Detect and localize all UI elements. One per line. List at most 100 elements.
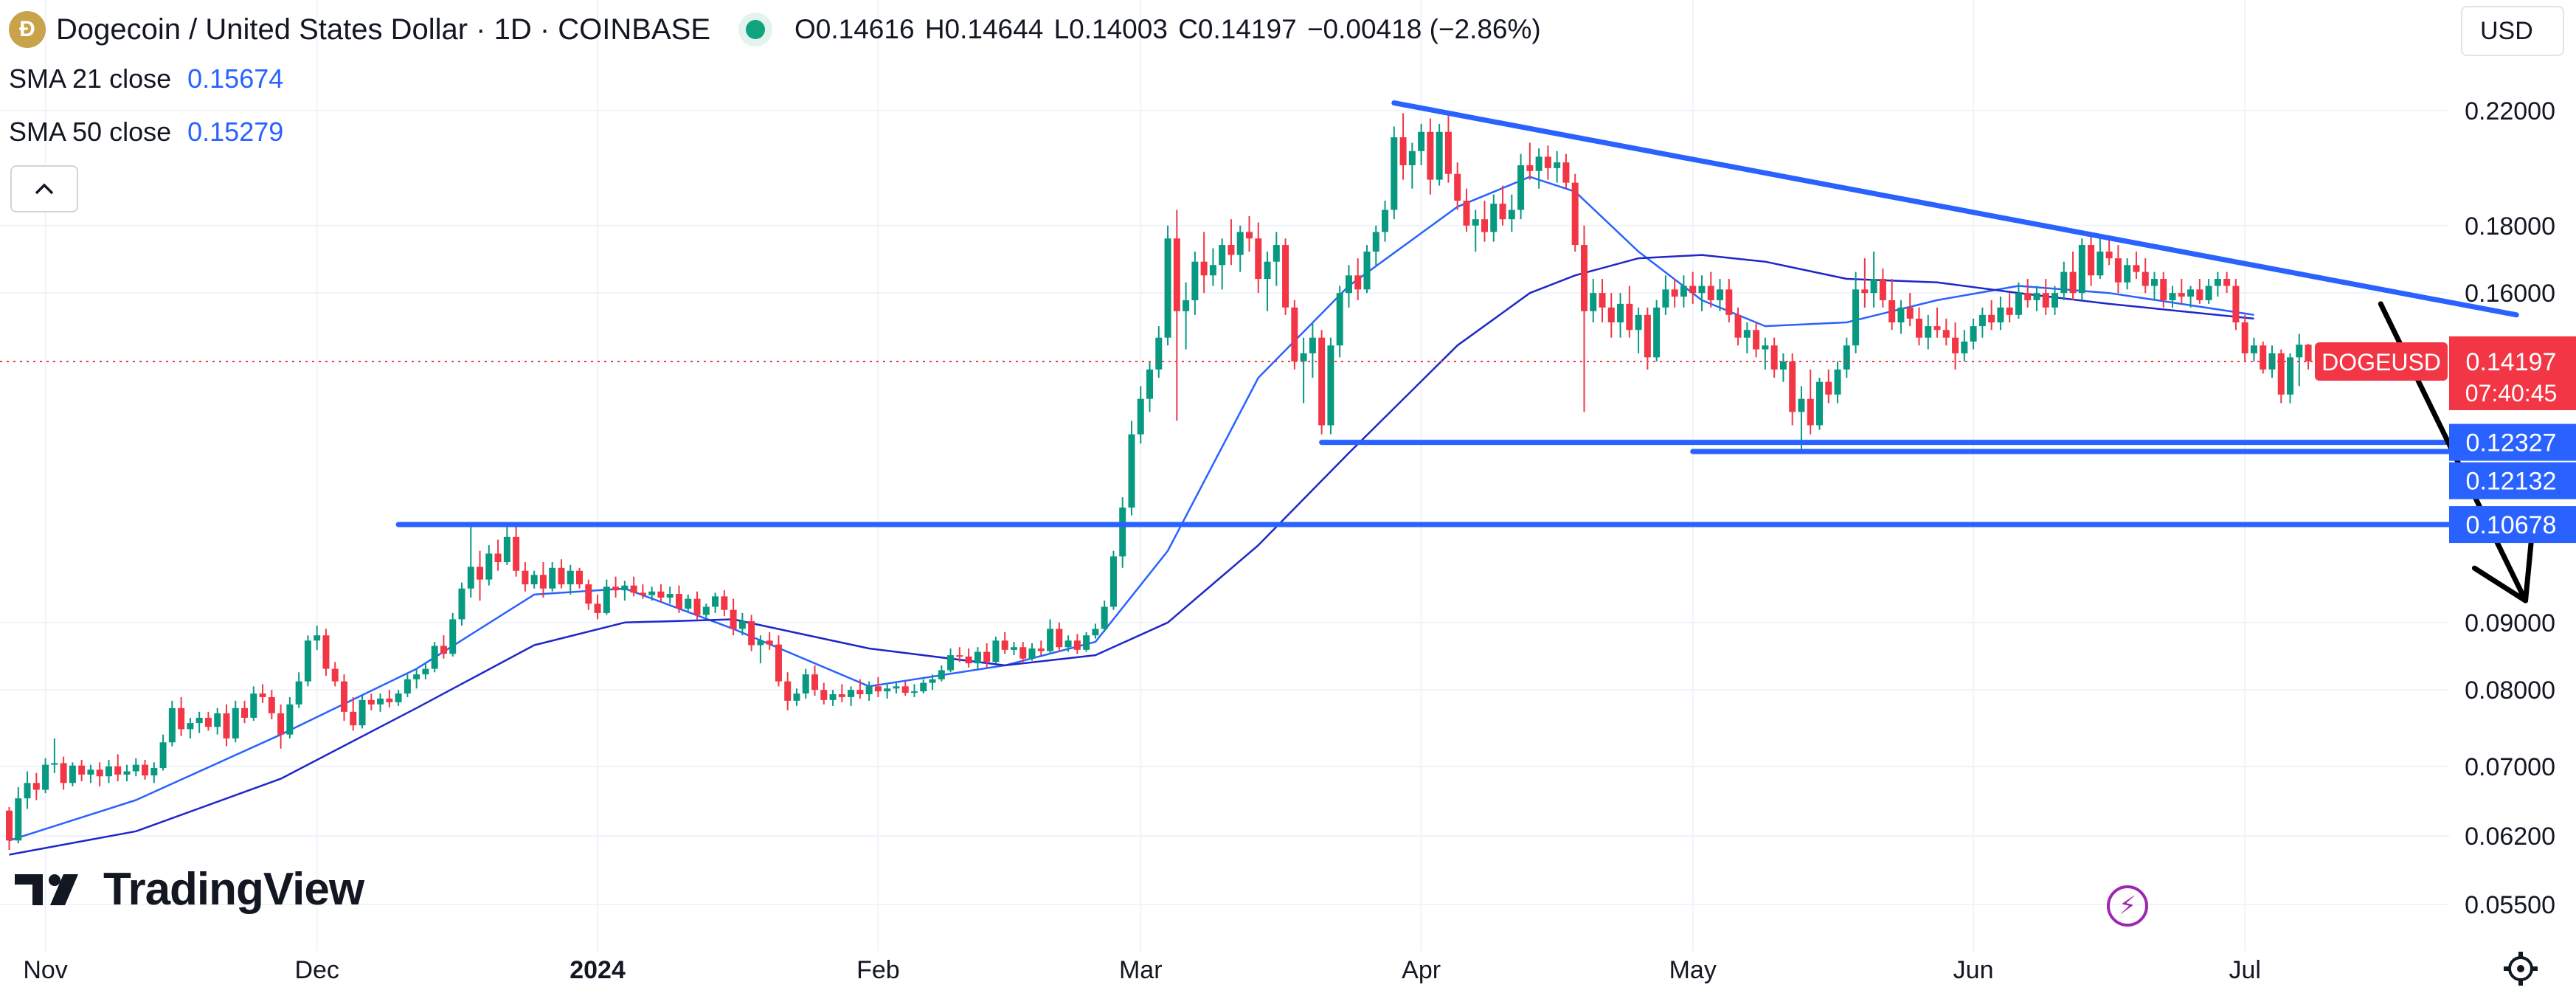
candle <box>884 682 891 699</box>
candle-body <box>938 670 945 679</box>
candle-body <box>766 640 773 645</box>
candle <box>286 696 294 738</box>
candle <box>530 570 538 589</box>
time-axis[interactable]: Nov Dec 2024 Feb Mar Apr May Jun Jul <box>23 956 2261 984</box>
candle-body <box>1915 318 1922 338</box>
candle-body <box>576 570 584 585</box>
candle <box>1925 314 1932 350</box>
candle-body <box>1571 182 1579 246</box>
candle <box>1526 142 1534 180</box>
candle <box>748 615 755 651</box>
candle <box>195 711 203 733</box>
candle <box>1562 153 1570 189</box>
candle <box>24 771 31 809</box>
candle <box>956 647 963 662</box>
candle <box>576 567 584 589</box>
candle-body <box>929 679 936 683</box>
candle-body <box>1834 369 1841 395</box>
candle <box>1580 225 1588 412</box>
time-tick-label: 2024 <box>569 956 626 984</box>
gear-icon[interactable] <box>2501 949 2541 989</box>
candle-body <box>96 769 103 777</box>
candle <box>2187 286 2195 308</box>
candle <box>1717 279 1724 311</box>
candle <box>314 626 321 650</box>
candle-body <box>1064 640 1072 648</box>
candle <box>2150 271 2158 300</box>
candle <box>1001 632 1008 654</box>
candle <box>893 682 900 694</box>
candle-body <box>1128 434 1135 508</box>
candle <box>1481 201 1489 242</box>
candle <box>1028 643 1036 661</box>
candle <box>938 665 945 682</box>
lightning-icon[interactable]: ⚡ <box>2107 885 2148 927</box>
candle-body <box>530 575 538 585</box>
market-open-dot-icon <box>746 20 766 39</box>
symbol-title[interactable]: Dogecoin / United States Dollar · 1D · C… <box>56 13 711 46</box>
currency-button[interactable]: USD <box>2461 6 2564 56</box>
candle <box>1064 635 1072 652</box>
candle-body <box>1590 293 1597 311</box>
candle-body <box>241 707 249 718</box>
price-tag-bg <box>2449 336 2576 410</box>
indicator-sma21[interactable]: SMA 21 close 0.15674 <box>9 63 283 94</box>
candle-body <box>367 699 375 705</box>
candle-body <box>874 686 882 692</box>
current-price-tag: 0.14197 07:40:45 <box>2449 336 2576 410</box>
candle <box>1852 271 1860 353</box>
candle <box>1825 369 1832 404</box>
candle-body <box>2088 245 2095 276</box>
candle-body <box>1273 245 1280 262</box>
candle <box>1915 307 1922 346</box>
candle-body <box>1408 150 1416 165</box>
candle <box>865 681 873 701</box>
candle-body <box>811 674 819 691</box>
candle <box>1734 307 1742 346</box>
sma-lines <box>9 176 2254 856</box>
candle-body <box>621 585 629 591</box>
candle-body <box>1762 345 1769 350</box>
candle-body <box>114 766 122 775</box>
candle <box>413 668 420 689</box>
dogecoin-logo-icon: Ð <box>9 11 46 48</box>
candle-body <box>1463 201 1470 226</box>
candle-body <box>1291 307 1298 361</box>
collapse-legend-button[interactable] <box>10 165 78 212</box>
candle <box>1861 258 1869 308</box>
candle <box>477 550 484 601</box>
time-tick-label: Feb <box>856 956 900 984</box>
indicator-sma50[interactable]: SMA 50 close 0.15279 <box>9 117 283 148</box>
candle <box>721 590 728 617</box>
candle-body <box>15 798 22 841</box>
candle-body <box>2260 345 2267 370</box>
candle-body <box>1970 326 1977 342</box>
candle <box>712 592 719 613</box>
candle-body <box>277 713 285 735</box>
candle-body <box>1010 647 1017 650</box>
candle <box>2097 238 2104 280</box>
candle <box>51 738 58 773</box>
candle <box>331 662 339 687</box>
candle-body <box>1599 293 1606 308</box>
candle <box>2160 271 2167 308</box>
candle <box>250 686 257 722</box>
price-axis[interactable]: 0.22000 0.18000 0.16000 0.09000 0.08000 0.070… <box>2315 97 2576 919</box>
candle-body <box>513 536 520 571</box>
candle-body <box>51 763 58 765</box>
candle <box>340 674 347 722</box>
candle-body <box>295 681 302 705</box>
price-tick-label: 0.06200 <box>2465 823 2555 851</box>
candle <box>6 806 13 851</box>
candle-body <box>422 668 429 675</box>
price-tick-label: 0.16000 <box>2465 280 2555 308</box>
candle-body <box>1155 337 1163 370</box>
indicator-label: SMA 50 close <box>9 117 172 147</box>
candle-body <box>1083 635 1090 650</box>
price-tick-label: 0.09000 <box>2465 609 2555 637</box>
candle <box>639 584 646 599</box>
price-tick-label: 0.22000 <box>2465 97 2555 125</box>
candle-body <box>1653 307 1661 358</box>
candle-body <box>802 674 809 694</box>
